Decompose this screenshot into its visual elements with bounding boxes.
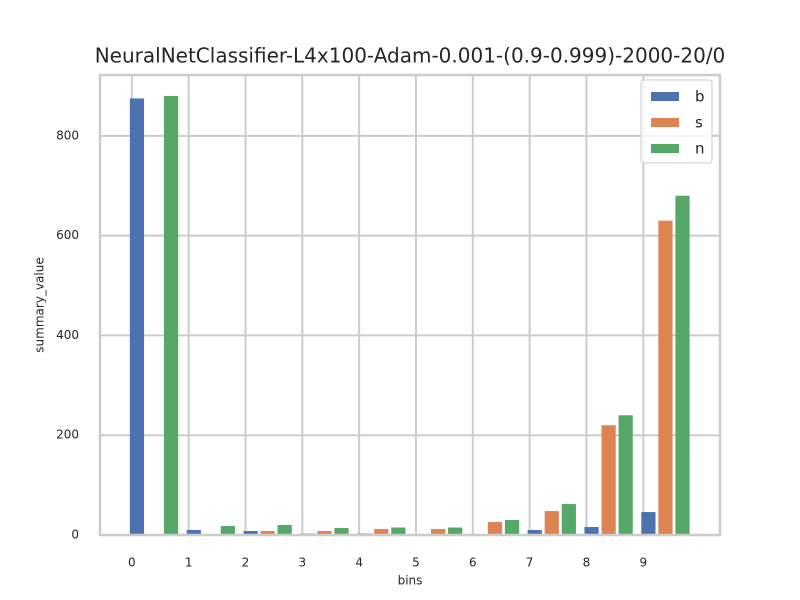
bar [675,195,690,535]
x-tick-label: 6 [469,556,477,570]
bar [527,530,542,535]
legend-swatch [651,144,679,153]
x-tick-label: 4 [355,556,363,570]
bar [658,220,673,536]
y-tick-label: 400 [56,328,79,342]
bar [220,526,235,535]
x-tick-label: 2 [242,556,250,570]
x-tick-label: 9 [639,556,647,570]
bar [487,522,503,535]
bar [163,95,179,536]
x-axis-label: bins [398,574,423,588]
bar [601,425,616,535]
bar [317,531,332,535]
bar [243,531,258,535]
bar [260,531,275,535]
bar [186,530,201,535]
bar [504,520,520,535]
y-tick-label: 200 [56,428,79,442]
bar [561,504,576,535]
x-tick-label: 0 [128,556,136,570]
bar [391,527,406,535]
x-tick-label: 5 [412,556,420,570]
legend-swatch [651,92,679,101]
plot-frame [98,73,722,537]
bar [584,527,599,535]
bar [374,529,389,535]
y-axis-label: summary_value [33,257,47,352]
x-tick-label: 3 [298,556,306,570]
bar [334,528,349,535]
legend-label: s [695,114,703,132]
bar [448,527,463,535]
bar [641,512,656,535]
x-tick-label: 1 [185,556,193,570]
x-tick-label: 8 [583,556,591,570]
bar [618,415,633,535]
y-tick-label: 800 [56,128,79,142]
y-tick-label: 0 [71,528,79,542]
x-tick-label: 7 [526,556,534,570]
chart-title: NeuralNetClassifier-L4x100-Adam-0.001-(0… [95,44,726,68]
legend-label: b [695,88,705,106]
legend: bsn [640,79,713,164]
y-tick-label: 600 [56,228,79,242]
legend-swatch [651,118,679,127]
legend-label: n [695,140,705,158]
bar [544,511,559,535]
bar [129,98,145,535]
bar [431,529,446,535]
bar [277,525,292,535]
